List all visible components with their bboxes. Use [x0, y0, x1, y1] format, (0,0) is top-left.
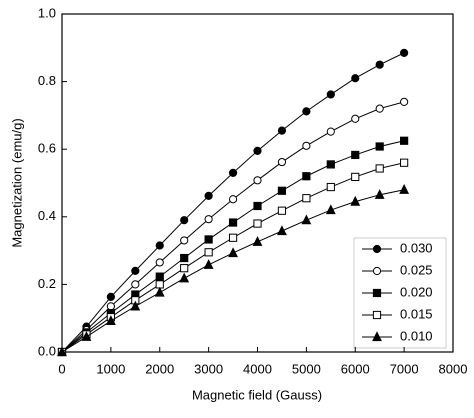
- marker: [155, 272, 164, 281]
- marker: [253, 201, 262, 211]
- marker: [203, 259, 214, 269]
- marker: [252, 236, 263, 246]
- marker: [180, 253, 189, 263]
- marker: [372, 288, 382, 298]
- marker: [253, 219, 262, 228]
- legend-label: 0.020: [400, 284, 433, 299]
- y-axis-title: Magnetization (emu/g): [9, 118, 24, 247]
- marker: [399, 184, 410, 194]
- x-tick-label: 1000: [96, 361, 125, 376]
- marker: [375, 104, 384, 113]
- marker: [277, 157, 287, 167]
- marker: [277, 126, 287, 135]
- y-tick-label: 0.8: [38, 73, 56, 88]
- marker: [302, 107, 311, 116]
- marker: [351, 172, 360, 182]
- marker: [277, 186, 287, 195]
- marker: [204, 191, 213, 200]
- marker: [228, 233, 238, 242]
- x-tick-label: 7000: [390, 361, 419, 376]
- marker: [228, 218, 238, 227]
- marker: [180, 216, 189, 225]
- y-tick-label: 0.2: [38, 276, 56, 291]
- marker: [326, 127, 335, 136]
- marker: [351, 114, 360, 123]
- marker: [253, 146, 262, 155]
- x-axis-title: Magnetic field (Gauss): [192, 387, 322, 402]
- marker: [302, 194, 311, 203]
- y-tick-label: 0.4: [38, 208, 56, 223]
- x-tick-label: 5000: [292, 361, 321, 376]
- marker: [326, 182, 335, 192]
- marker: [326, 90, 335, 99]
- marker: [372, 244, 382, 254]
- marker: [180, 264, 189, 273]
- marker: [375, 164, 384, 173]
- legend-label: 0.025: [400, 262, 433, 277]
- x-tick-label: 8000: [439, 361, 468, 376]
- marker: [106, 292, 115, 302]
- marker: [105, 315, 116, 326]
- marker: [302, 172, 311, 181]
- marker: [372, 266, 382, 276]
- marker: [253, 176, 262, 185]
- marker: [277, 225, 287, 236]
- marker: [130, 300, 141, 311]
- x-tick-label: 3000: [194, 361, 223, 376]
- marker: [131, 280, 140, 289]
- marker: [351, 74, 360, 83]
- marker: [374, 189, 385, 199]
- marker: [351, 150, 360, 160]
- x-tick-label: 4000: [243, 361, 272, 376]
- marker: [106, 302, 115, 311]
- marker: [228, 168, 238, 177]
- marker: [155, 241, 164, 250]
- marker: [375, 142, 384, 151]
- x-tick-label: 2000: [145, 361, 174, 376]
- marker: [155, 258, 164, 267]
- marker: [57, 346, 67, 357]
- marker: [228, 195, 238, 204]
- marker: [277, 206, 287, 215]
- marker: [204, 248, 213, 257]
- marker: [400, 158, 409, 167]
- marker: [228, 247, 238, 258]
- marker: [326, 160, 335, 169]
- marker: [301, 214, 312, 225]
- marker: [350, 195, 361, 206]
- series-line: [61, 189, 405, 353]
- marker: [204, 235, 213, 244]
- marker: [372, 331, 382, 342]
- marker: [180, 236, 189, 245]
- y-tick-label: 0.6: [38, 141, 56, 156]
- legend-label: 0.015: [400, 306, 433, 321]
- marker: [400, 136, 409, 145]
- marker: [302, 141, 311, 150]
- marker: [325, 204, 336, 215]
- legend-label: 0.030: [400, 240, 433, 255]
- marker: [400, 97, 409, 106]
- x-tick-label: 0: [58, 361, 65, 376]
- marker: [81, 331, 92, 341]
- marker: [204, 215, 213, 224]
- y-tick-label: 1.0: [38, 5, 56, 20]
- marker: [400, 48, 409, 57]
- x-tick-label: 6000: [341, 361, 370, 376]
- marker: [154, 286, 165, 297]
- legend-label: 0.010: [400, 328, 433, 343]
- marker: [179, 272, 190, 283]
- marker: [375, 60, 384, 69]
- y-tick-label: 0.0: [38, 343, 56, 358]
- marker: [131, 266, 140, 275]
- marker: [372, 310, 382, 320]
